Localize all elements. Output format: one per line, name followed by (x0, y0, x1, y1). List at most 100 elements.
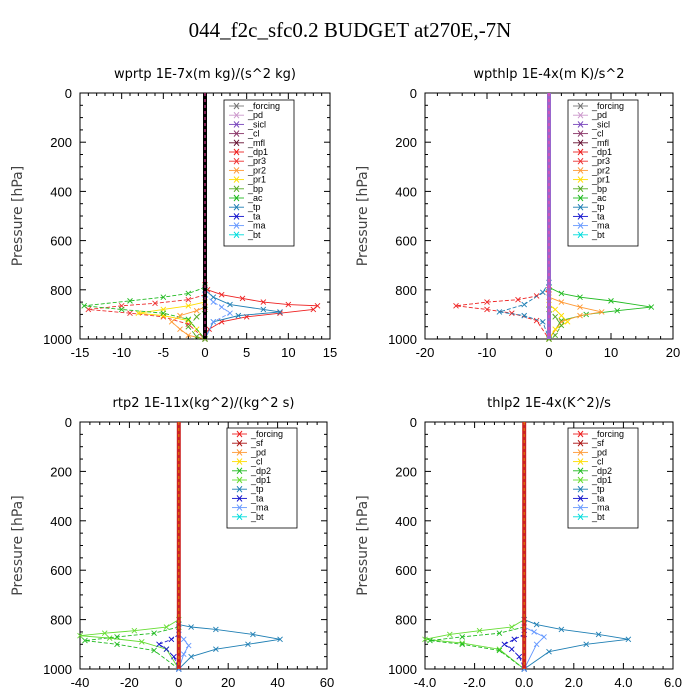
panel-title: rtp2 1E-11x(kg^2)/(kg^2 s) (113, 396, 295, 411)
series-point (608, 298, 614, 304)
series-point (168, 318, 175, 325)
series-point (106, 635, 113, 641)
series-line (424, 619, 525, 670)
series-point (218, 304, 225, 310)
series-point (185, 302, 192, 309)
y-tick-label: 400 (395, 514, 417, 529)
legend-entry: _pr2 (247, 165, 266, 175)
y-axis-label: Pressure [hPa] (10, 495, 26, 595)
legend-marker (233, 111, 240, 119)
legend-marker (577, 176, 584, 183)
series-point (151, 647, 157, 654)
legend-marker (577, 213, 584, 220)
legend-marker (236, 449, 243, 456)
series-point (210, 299, 217, 305)
series-point (552, 332, 559, 339)
series-point (595, 631, 602, 638)
series-point (541, 634, 547, 640)
series-point (250, 631, 256, 638)
series-point (614, 307, 621, 314)
x-tick-label: 4.0 (614, 675, 632, 690)
series-point (558, 299, 565, 305)
legend-entry: _pr3 (247, 156, 266, 166)
series-point (127, 298, 133, 304)
series-line (138, 301, 206, 340)
legend-marker (577, 130, 584, 137)
legend-entry: _ta (591, 493, 605, 503)
legend-entry: _dp2 (591, 466, 612, 476)
series-point (193, 307, 200, 314)
series-point (446, 631, 453, 638)
x-tick-label: 0 (545, 345, 552, 360)
legend-entry: _bp (591, 184, 607, 194)
series-point (496, 630, 503, 637)
series-point (210, 318, 217, 325)
panel-4: thlp2 1E-4x(K^2)/s Pressure [hPa] -4.0 -2.0… (355, 396, 682, 690)
series-point (496, 646, 503, 653)
legend-marker (233, 139, 240, 147)
series-point (558, 290, 565, 297)
legend-marker (233, 102, 240, 110)
x-tick-label: 0 (175, 675, 182, 690)
legend-entry: _ac (591, 193, 607, 203)
series-point (501, 641, 508, 648)
legend-entry: _dp2 (250, 466, 271, 476)
series-point (508, 646, 515, 653)
legend-marker (233, 176, 240, 183)
legend-marker (577, 439, 584, 447)
figure-title: 044_f2c_sfc0.2 BUDGET at270E,-7N (188, 18, 512, 42)
legend-entry: _pr3 (591, 156, 610, 166)
legend-marker (577, 139, 584, 147)
series-point (114, 634, 120, 640)
series-point (310, 306, 317, 313)
x-tick-label: 5 (243, 345, 250, 360)
legend-entry: _mfl (247, 138, 265, 148)
series-point (285, 301, 292, 308)
y-tick-label: 400 (50, 514, 72, 529)
legend-marker (233, 157, 240, 165)
series-point (160, 310, 167, 316)
x-tick-label: -20 (416, 345, 435, 360)
legend-entry: _sf (591, 438, 605, 448)
series-point (239, 295, 246, 302)
x-tick-label: -4.0 (414, 675, 436, 690)
series-point (152, 300, 158, 307)
y-tick-label: 0 (65, 86, 72, 101)
legend-entry: _cl (591, 129, 604, 139)
legend-entry: _forcing (591, 429, 624, 439)
x-tick-label: 60 (320, 675, 334, 690)
series-point (156, 641, 162, 648)
series-point (177, 312, 183, 319)
series-line (204, 289, 281, 340)
legend-entry: _sicl (591, 119, 610, 129)
legend-marker (236, 439, 243, 447)
legend-marker (577, 102, 584, 110)
legend-entry: _forcing (247, 101, 280, 111)
series-point (511, 636, 518, 643)
series-point (552, 306, 559, 313)
legend-entry: _pd (250, 447, 266, 457)
series-point (151, 630, 157, 637)
series-point (245, 641, 251, 648)
y-axis-label: Pressure [hPa] (355, 166, 371, 266)
y-tick-label: 200 (50, 464, 72, 479)
series-point (260, 306, 267, 313)
series-point (114, 641, 120, 648)
panel-3: rtp2 1E-11x(kg^2)/(kg^2 s) Pressure [hPa]… (10, 396, 334, 690)
series-point (508, 310, 515, 316)
legend-marker (233, 167, 240, 174)
series-point (552, 314, 559, 320)
y-axis-label: Pressure [hPa] (355, 495, 371, 595)
series-point (515, 296, 521, 303)
legend-marker (577, 148, 584, 156)
legend-marker (233, 222, 240, 229)
legend-marker (577, 231, 584, 239)
legend-entry: _pr2 (591, 165, 610, 175)
legend-entry: _forcing (591, 101, 624, 111)
series-point (138, 639, 145, 645)
series-point (558, 317, 565, 324)
series-point (508, 624, 515, 630)
legend-entry: _bt (591, 512, 605, 522)
series-point (180, 636, 187, 643)
series-point (459, 641, 466, 648)
